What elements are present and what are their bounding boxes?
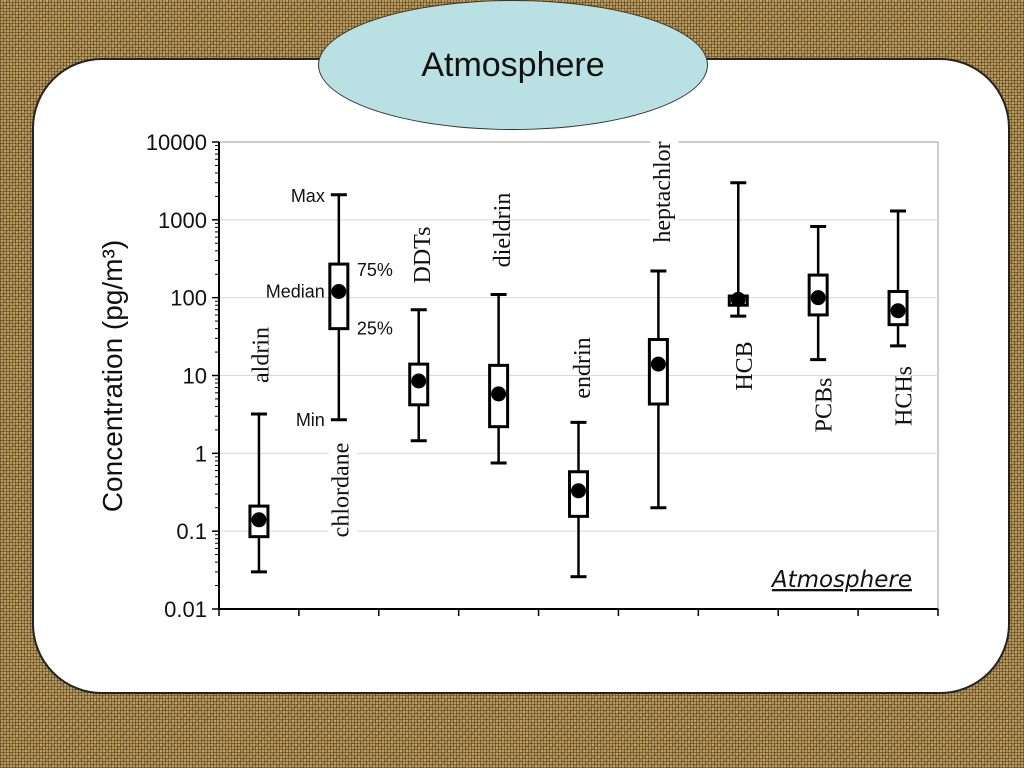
category-labels: aldrin chlordane DDTs dieldrin endrin heptach… [248,127,918,549]
median-marker [571,483,586,499]
category-label-aldrin: aldrin [248,327,274,383]
iqr-box [647,338,669,406]
median-marker [331,284,347,300]
category-label-bg [650,127,679,257]
median-marker [491,386,507,402]
category-label-ddts: DDTs [410,227,436,284]
category-label-hcb: HCB [732,341,758,390]
median-marker [810,290,826,306]
y-tick-label: 10 [183,364,207,389]
label-max: Max [291,186,325,206]
axes: 0.01 0.1 1 10 100 1000 10000 [146,130,939,622]
category-label-endrin: endrin [570,337,596,398]
y-tick-label: 10000 [146,130,207,155]
legend-annotations: Max Median Min 75% 25% [266,186,393,430]
median-marker [730,291,746,307]
chart-annotation: Atmosphere [770,567,912,593]
median-marker [251,512,267,528]
y-axis-label: Concentration (pg/m³) [97,240,128,512]
label-25: 25% [357,319,393,339]
category-label-pcbs: PCBs [812,378,838,433]
y-tick-label: 0.01 [164,597,207,622]
category-label-chlordane: chlordane [328,443,354,538]
label-min: Min [296,410,325,430]
y-tick-label: 1 [195,441,207,466]
slide-title: Atmosphere [318,0,708,130]
median-marker [890,303,906,319]
y-tick-label: 0.1 [176,519,207,544]
label-median: Median [266,282,325,302]
median-marker [411,373,427,389]
label-75: 75% [357,260,393,280]
category-label-hchs: HCHs [892,366,918,426]
box-group [248,181,909,579]
category-label-bg [328,431,357,549]
category-label-bg [410,226,439,284]
category-label-heptachlor: heptachlor [650,141,676,242]
y-tick-label: 100 [170,286,207,311]
median-marker [650,356,666,372]
category-label-dieldrin: dieldrin [490,193,516,268]
y-tick-label: 1000 [158,208,207,233]
